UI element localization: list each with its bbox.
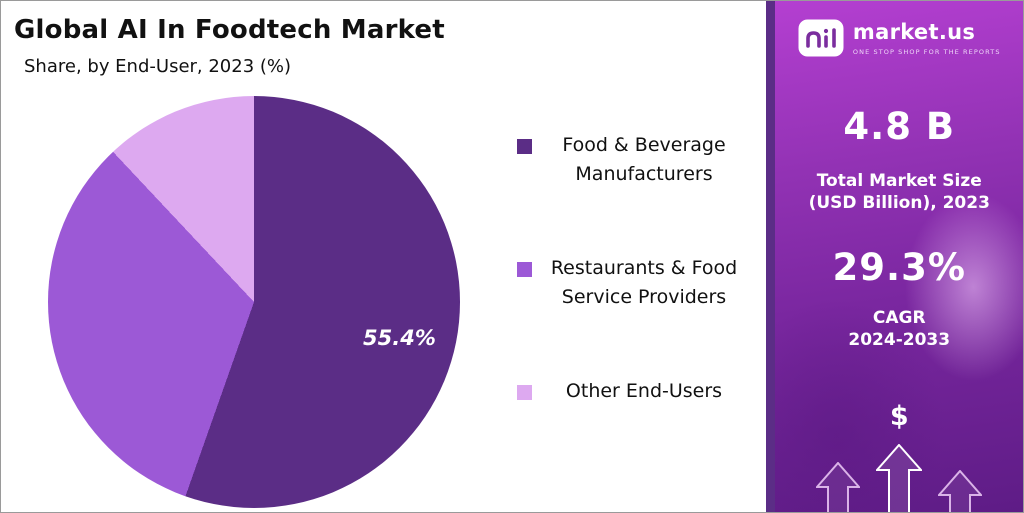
legend-label-restaurants: Restaurants & Food Service Providers — [550, 256, 738, 309]
legend-swatch-other — [517, 384, 532, 400]
up-arrow-icon — [816, 462, 861, 512]
dollar-icon: $ — [889, 401, 909, 432]
chart-subtitle: Share, by End-User, 2023 (%) — [24, 56, 292, 77]
divider — [765, 1, 776, 512]
cagr-label: CAGR 2024-2033 — [775, 307, 1023, 351]
legend-swatch-restaurants — [517, 261, 532, 277]
up-arrow-icon — [938, 470, 983, 512]
chart-area: Global AI In Foodtech Market Share, by E… — [1, 1, 766, 512]
legend-item-food-beverage: Food & Beverage Manufacturers — [517, 131, 748, 190]
market-size-label: Total Market Size (USD Billion), 2023 — [775, 170, 1023, 214]
brand: market.us ONE STOP SHOP FOR THE REPORTS — [775, 1, 1023, 57]
market-size-label-line2: (USD Billion), 2023 — [808, 193, 990, 214]
legend-label-other: Other End-Users — [565, 379, 723, 402]
legend: Food & Beverage Manufacturers Restaurant… — [517, 131, 748, 406]
legend-item-restaurants: Restaurants & Food Service Providers — [517, 254, 748, 313]
cagr-value: 29.3% — [832, 246, 966, 290]
brand-name: market.us — [852, 20, 976, 44]
market-size-value: 4.8 B — [843, 105, 956, 148]
cagr-label-line2: 2024-2033 — [848, 330, 951, 351]
pie-slice-label: 55.4% — [363, 326, 436, 350]
cagr-label-line1: CAGR — [872, 308, 926, 329]
market-us-logo-icon — [798, 19, 844, 57]
legend-swatch-food-beverage — [517, 139, 532, 154]
up-arrow-icon — [876, 444, 923, 512]
legend-item-other: Other End-Users — [517, 377, 748, 406]
chart-title: Global AI In Foodtech Market — [14, 15, 445, 45]
market-size-label-line1: Total Market Size — [816, 171, 982, 191]
brand-text: market.us ONE STOP SHOP FOR THE REPORTS — [853, 20, 1001, 56]
brand-tagline: ONE STOP SHOP FOR THE REPORTS — [852, 48, 1001, 56]
growth-arrows — [775, 444, 1023, 512]
legend-label-food-beverage: Food & Beverage Manufacturers — [562, 134, 726, 186]
sidebar-panel: market.us ONE STOP SHOP FOR THE REPORTS … — [775, 1, 1023, 512]
pie-chart — [48, 96, 460, 508]
